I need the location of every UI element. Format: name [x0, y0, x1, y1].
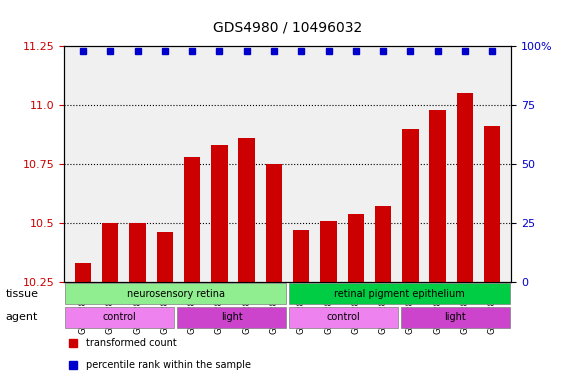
Bar: [238, 138, 255, 282]
FancyBboxPatch shape: [401, 307, 510, 328]
FancyBboxPatch shape: [289, 283, 510, 305]
FancyBboxPatch shape: [65, 307, 174, 328]
Bar: [293, 230, 310, 282]
FancyBboxPatch shape: [65, 283, 286, 305]
Text: agent: agent: [6, 312, 38, 322]
FancyBboxPatch shape: [289, 307, 398, 328]
Bar: [157, 232, 173, 282]
Bar: [375, 207, 391, 282]
Bar: [130, 223, 146, 282]
Text: transformed count: transformed count: [87, 338, 177, 348]
Bar: [102, 223, 119, 282]
Text: retinal pigment epithelium: retinal pigment epithelium: [334, 289, 465, 299]
Text: GDS4980 / 10496032: GDS4980 / 10496032: [213, 21, 362, 35]
Bar: [457, 93, 473, 282]
Bar: [211, 145, 228, 282]
Bar: [429, 110, 446, 282]
Bar: [320, 221, 337, 282]
Bar: [75, 263, 91, 282]
FancyBboxPatch shape: [177, 307, 286, 328]
Text: percentile rank within the sample: percentile rank within the sample: [87, 359, 251, 369]
Text: light: light: [444, 312, 466, 322]
Bar: [266, 164, 282, 282]
Text: tissue: tissue: [6, 289, 39, 299]
Bar: [347, 214, 364, 282]
Text: light: light: [221, 312, 242, 322]
Bar: [402, 129, 418, 282]
Bar: [484, 126, 500, 282]
Bar: [184, 157, 200, 282]
Text: control: control: [103, 312, 137, 322]
Text: neurosensory retina: neurosensory retina: [127, 289, 225, 299]
Text: control: control: [327, 312, 360, 322]
